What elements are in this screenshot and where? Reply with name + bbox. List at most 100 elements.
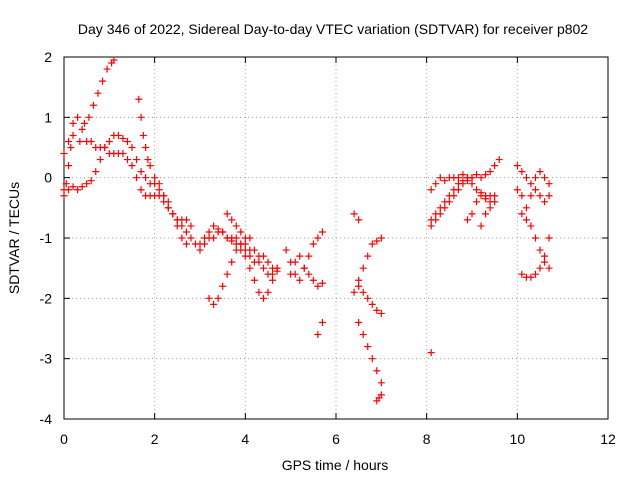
data-point [65, 137, 73, 145]
data-point [250, 246, 258, 254]
data-series [350, 234, 385, 296]
data-point [155, 186, 163, 194]
data-point [477, 174, 485, 182]
data-point [205, 228, 213, 236]
x-tick-label: 10 [510, 431, 526, 447]
data-series [427, 174, 476, 230]
data-point [196, 240, 204, 248]
data-point [178, 234, 186, 242]
data-point [527, 192, 535, 200]
data-point [314, 282, 322, 290]
data-point [536, 246, 544, 254]
data-point [350, 288, 358, 296]
data-point [255, 288, 263, 296]
data-point [373, 306, 381, 314]
data-point [237, 228, 245, 236]
data-point [246, 264, 254, 272]
data-point [60, 192, 68, 200]
y-tick-labels: -4 -3 -2 -1 0 1 2 [40, 49, 53, 427]
data-point [364, 294, 372, 302]
data-point [182, 240, 190, 248]
data-point [541, 174, 549, 182]
data-point [531, 234, 539, 242]
data-point [436, 174, 444, 182]
data-point [228, 258, 236, 266]
data-point [232, 234, 240, 242]
data-point [355, 282, 363, 290]
data-point [264, 288, 272, 296]
data-point [228, 237, 236, 245]
data-point [65, 162, 73, 170]
data-point [368, 240, 376, 248]
data-point [269, 276, 277, 284]
data-point [264, 258, 272, 266]
data-point [146, 162, 154, 170]
data-point [85, 113, 93, 121]
data-series [463, 192, 494, 224]
data-series [427, 349, 435, 357]
data-point [78, 183, 86, 191]
data-point [60, 150, 68, 158]
data-point [219, 282, 227, 290]
data-point [201, 234, 209, 242]
data-point [69, 131, 77, 139]
data-series [287, 252, 326, 290]
data-series [196, 222, 281, 278]
data-point [314, 234, 322, 242]
data-point [318, 228, 326, 236]
grid-lines [64, 57, 608, 419]
y-tick-label: -2 [40, 290, 53, 306]
data-point [164, 204, 172, 212]
data-point [287, 270, 295, 278]
data-point [182, 228, 190, 236]
data-series [76, 56, 118, 145]
x-tick-label: 4 [241, 431, 249, 447]
x-tick-label: 8 [423, 431, 431, 447]
data-point [228, 216, 236, 224]
data-point [309, 240, 317, 248]
data-point [74, 113, 82, 121]
data-point [305, 252, 313, 260]
x-tick-label: 6 [332, 431, 340, 447]
data-point [486, 204, 494, 212]
data-point [491, 198, 499, 206]
data-series [355, 318, 385, 405]
data-point [482, 171, 490, 179]
data-point [454, 174, 462, 182]
data-point [373, 397, 381, 405]
data-point [486, 168, 494, 176]
data-point [74, 186, 82, 194]
data-point [531, 270, 539, 278]
data-series [223, 210, 254, 242]
data-point [259, 294, 267, 302]
data-point [137, 113, 145, 121]
data-point [495, 156, 503, 164]
data-point [482, 195, 490, 203]
data-point [541, 252, 549, 260]
data-point [155, 180, 163, 188]
data-point [76, 137, 84, 145]
data-point [536, 264, 544, 272]
data-point [94, 89, 102, 97]
data-point [527, 180, 535, 188]
data-point [99, 77, 107, 85]
data-point [531, 186, 539, 194]
data-point [105, 137, 113, 145]
data-point [518, 210, 526, 218]
x-tick-label: 2 [151, 431, 159, 447]
data-point [187, 222, 195, 230]
data-point [196, 246, 204, 254]
data-point [545, 192, 553, 200]
data-point [468, 180, 476, 188]
data-point [536, 168, 544, 176]
data-point [187, 234, 195, 242]
data-point [255, 258, 263, 266]
data-series [427, 156, 503, 194]
data-point [133, 156, 141, 164]
data-point [373, 237, 381, 245]
data-point [305, 270, 313, 278]
chart-title: Day 346 of 2022, Sidereal Day-to-day VTE… [78, 21, 588, 37]
data-point [246, 234, 254, 242]
data-point [364, 343, 372, 351]
data-point [139, 131, 147, 139]
